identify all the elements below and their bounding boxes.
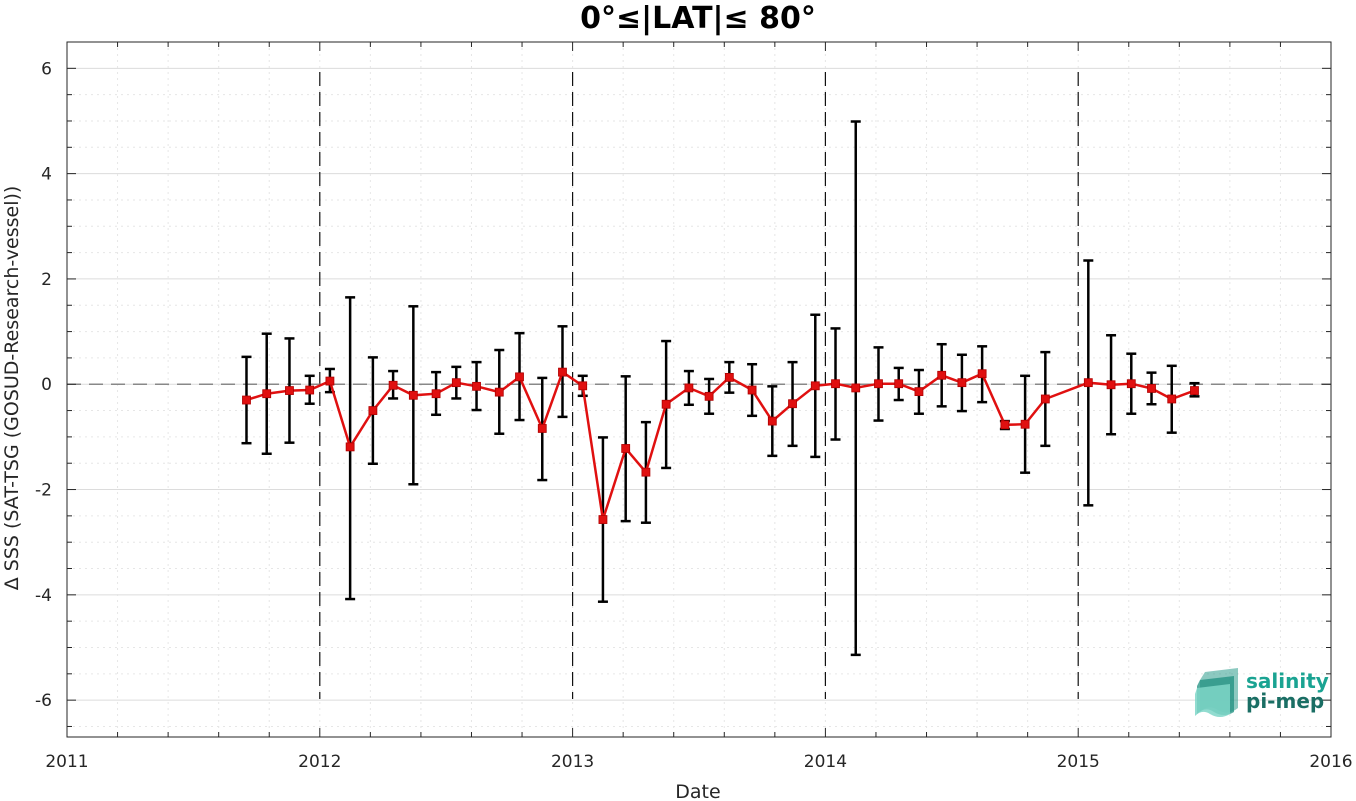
data-point	[684, 383, 694, 393]
data-point	[977, 369, 987, 379]
data-point	[874, 379, 883, 389]
data-point	[242, 395, 251, 405]
data-point	[1000, 420, 1010, 430]
series-path	[246, 370, 1195, 520]
data-point	[957, 378, 967, 388]
y-tick-label: -4	[35, 586, 52, 606]
data-point	[661, 399, 671, 409]
data-point	[537, 424, 547, 433]
data-point	[1040, 394, 1050, 404]
y-tick-label: -2	[35, 481, 52, 501]
x-tick-label: 2011	[45, 752, 88, 772]
data-point	[894, 379, 904, 389]
data-point	[724, 372, 734, 382]
data-point	[641, 467, 651, 477]
y-axis-label: Δ SSS (SAT-TSG (GOSUD-Research-vessel))	[1, 186, 23, 591]
y-tick-label: 2	[41, 270, 52, 290]
data-point	[810, 381, 820, 391]
data-point	[285, 386, 294, 395]
data-point	[494, 387, 504, 397]
grid	[66, 41, 1332, 737]
y-tick-label: -6	[35, 691, 52, 711]
logo-text-salinity: salinity	[1246, 669, 1329, 693]
data-point	[1020, 419, 1030, 429]
wave-sheets-icon	[1195, 668, 1238, 717]
data-point	[325, 376, 335, 386]
data-point	[558, 367, 567, 377]
data-point	[368, 406, 378, 415]
x-tick-label: 2013	[551, 752, 594, 772]
data-point	[1167, 394, 1177, 404]
data-point	[1190, 386, 1199, 395]
y-tick-labels: -6 -4 -2 0 2 4 6	[35, 59, 52, 711]
data-point	[388, 380, 398, 390]
y-tick-label: 6	[41, 59, 52, 79]
plot-frame	[66, 41, 1332, 738]
data-point	[598, 515, 608, 524]
data-point	[451, 378, 461, 388]
data-point	[914, 387, 924, 397]
data-point	[831, 379, 840, 389]
y-tick-label: 0	[41, 375, 52, 395]
series-line	[242, 367, 1199, 524]
data-point	[1147, 384, 1156, 393]
salinity-pi-mep-logo: salinity pi-mep	[1195, 668, 1329, 717]
data-point	[1083, 378, 1093, 388]
data-point	[472, 381, 481, 391]
data-point	[305, 385, 315, 395]
x-tick-label: 2012	[298, 752, 341, 772]
data-point	[788, 399, 797, 409]
axis-ticks	[66, 41, 1332, 737]
data-point	[621, 444, 631, 453]
x-tick-labels: 2011 2012 2013 2014 2015 2016	[45, 752, 1352, 772]
data-point	[431, 389, 441, 399]
data-point	[747, 385, 757, 395]
x-tick-label: 2015	[1057, 752, 1100, 772]
data-point	[1126, 379, 1136, 389]
data-point	[345, 442, 355, 452]
logo-text-pi-mep: pi-mep	[1246, 689, 1324, 713]
data-point	[262, 389, 272, 399]
chart-title: 0°≤|LAT|≤ 80°	[580, 1, 816, 36]
data-point	[767, 416, 777, 426]
data-point	[578, 381, 588, 391]
x-tick-label: 2014	[804, 752, 847, 772]
data-point	[515, 372, 524, 382]
y-tick-label: 4	[41, 165, 52, 185]
x-axis-label: Date	[675, 781, 720, 801]
data-point	[1106, 380, 1116, 390]
error-bars	[241, 120, 1200, 657]
data-point	[408, 390, 418, 400]
x-tick-label: 2016	[1309, 752, 1352, 772]
data-point	[704, 391, 714, 401]
data-point	[937, 370, 947, 380]
data-point	[851, 383, 861, 393]
